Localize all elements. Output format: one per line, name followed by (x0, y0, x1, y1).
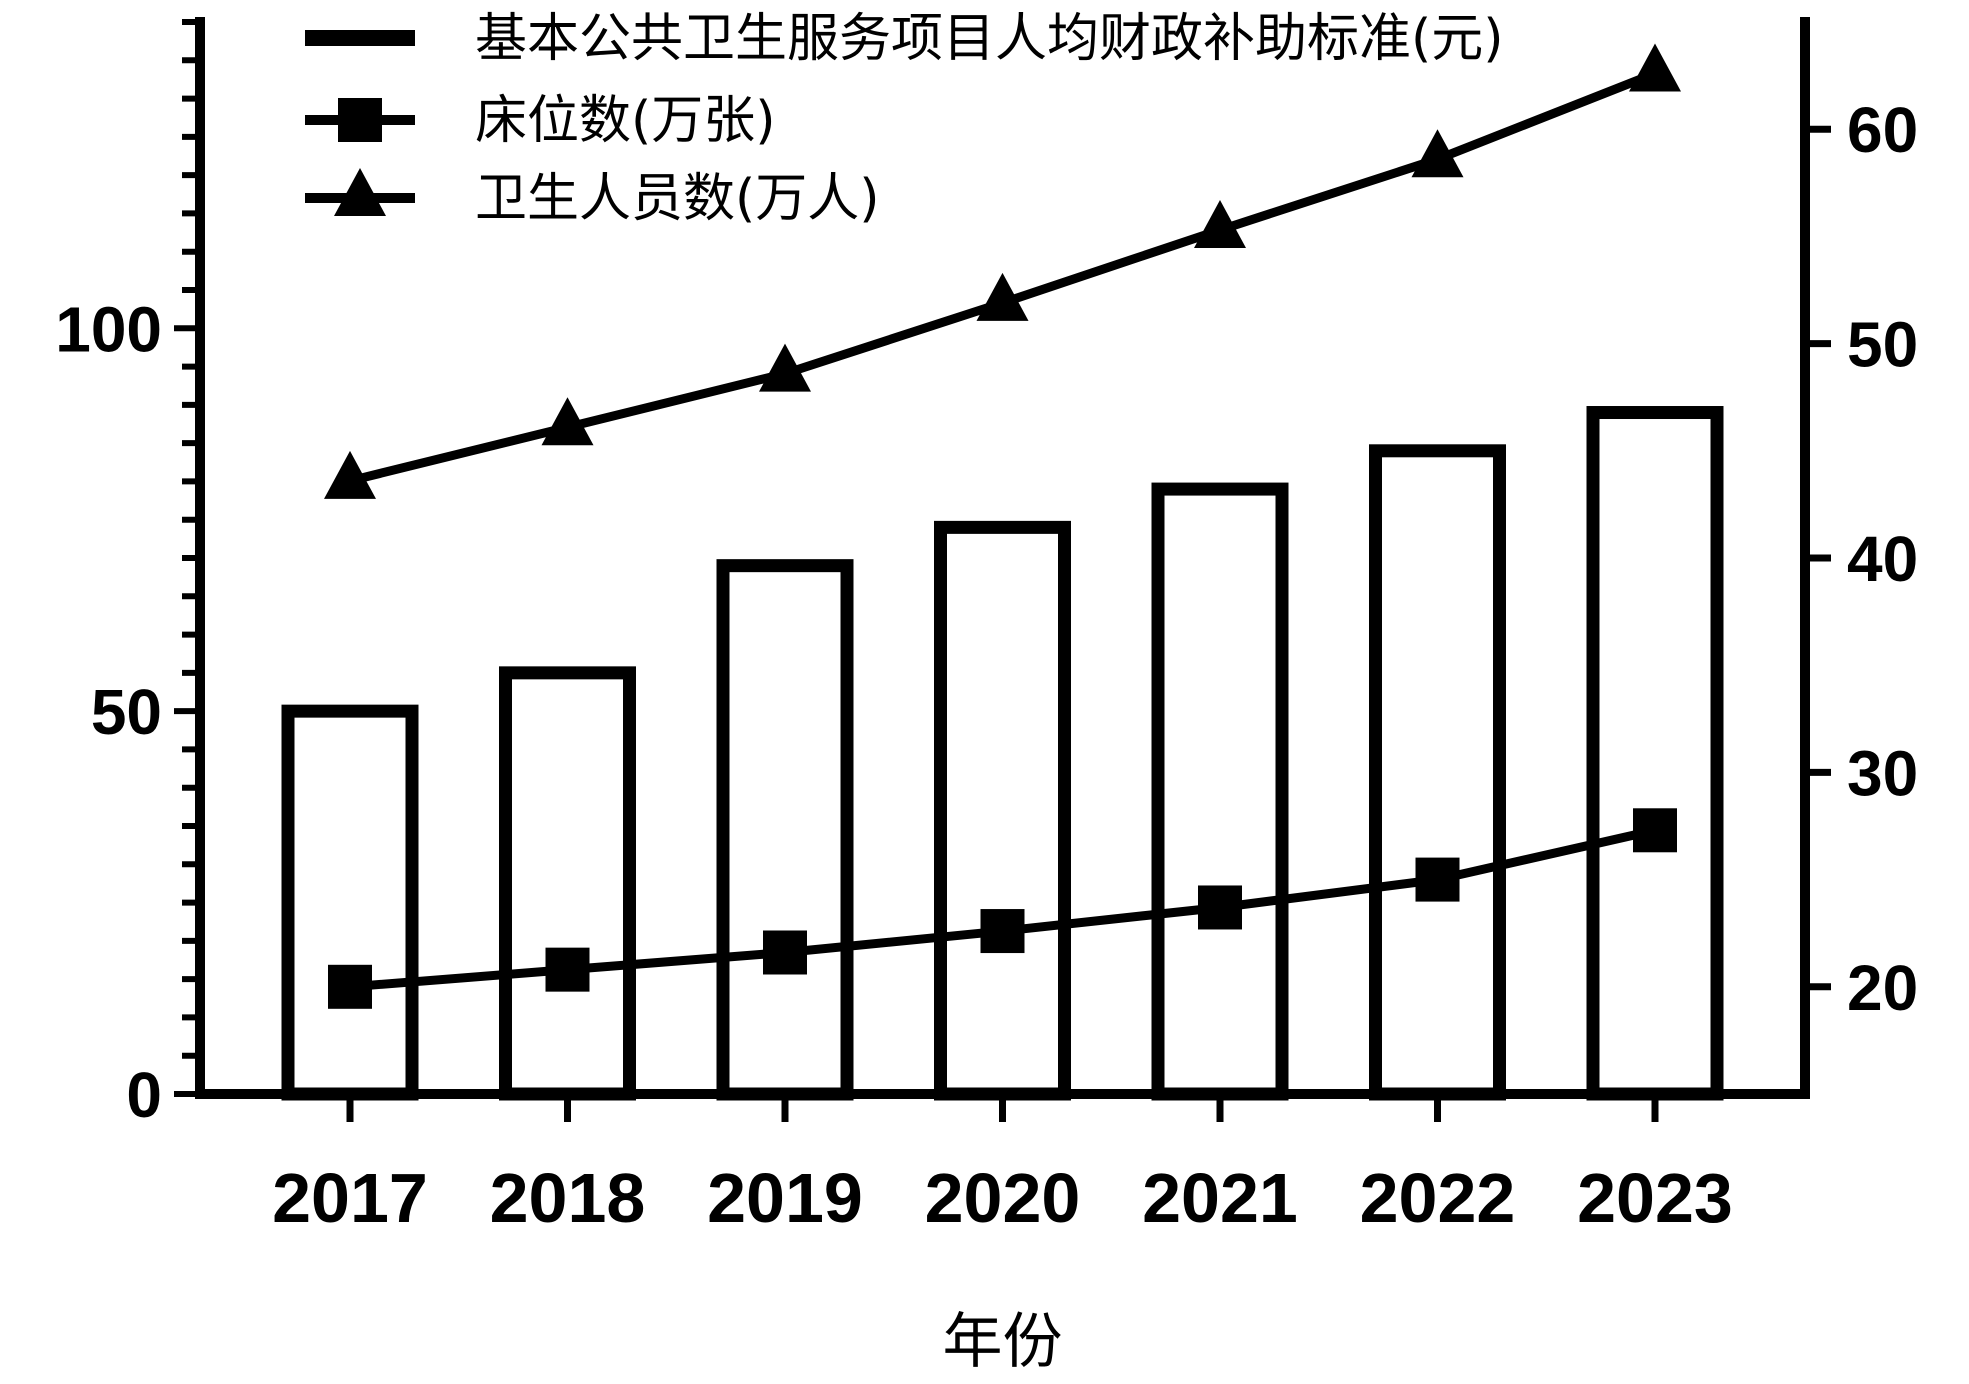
square-marker (1633, 808, 1677, 853)
legend-item: 基本公共卫生服务项目人均财政补助标准(元) (305, 9, 1504, 69)
triangle-marker (1194, 199, 1246, 248)
x-tick-label: 2018 (490, 1159, 646, 1237)
triangle-marker (334, 168, 386, 216)
bar (281, 704, 419, 1101)
triangle-marker (541, 397, 594, 446)
bar (499, 666, 636, 1101)
y2-tick-label: 30 (1847, 737, 1918, 809)
y-tick-label: 100 (55, 293, 162, 365)
square-marker (1198, 885, 1242, 930)
bar-series (281, 406, 1724, 1101)
y2-tick-label: 40 (1847, 523, 1918, 595)
legend-label: 基本公共卫生服务项目人均财政补助标准(元) (475, 9, 1504, 69)
y-tick-label: 50 (91, 676, 162, 748)
bar (1369, 444, 1506, 1101)
triangle-marker (324, 450, 376, 499)
y2-tick-label: 60 (1847, 94, 1918, 166)
series-triangle (324, 43, 1681, 499)
x-tick-label: 2022 (1360, 1159, 1516, 1237)
series-square (328, 808, 1677, 1009)
square-marker (545, 947, 590, 992)
x-tick-label: 2021 (1142, 1159, 1298, 1237)
square-marker (1415, 857, 1460, 902)
square-marker (328, 964, 372, 1009)
legend-swatch (305, 30, 415, 46)
legend: 基本公共卫生服务项目人均财政补助标准(元) 床位数(万张) 卫生人员数(万人) (305, 9, 1504, 229)
x-axis-title: 年份 (943, 1307, 1063, 1377)
triangle-marker (976, 272, 1029, 321)
y2-tick-label: 50 (1847, 309, 1918, 381)
bar (934, 520, 1071, 1101)
y-tick-label: 0 (126, 1059, 162, 1131)
x-tick-label: 2020 (925, 1159, 1081, 1237)
square-marker (763, 930, 807, 975)
y2-tick-label: 20 (1847, 952, 1918, 1024)
square-marker (980, 909, 1025, 954)
square-marker (338, 98, 382, 142)
bar (1586, 406, 1724, 1101)
triangle-marker (759, 343, 811, 392)
x-tick-label: 2019 (707, 1159, 863, 1237)
legend-item: 床位数(万张) (305, 91, 776, 151)
legend-label: 床位数(万张) (475, 91, 776, 151)
triangle-marker (1411, 129, 1464, 178)
legend-label: 卫生人员数(万人) (475, 169, 880, 229)
x-tick-label: 2023 (1577, 1159, 1733, 1237)
line-series (324, 43, 1681, 1009)
x-tick-label: 2017 (272, 1159, 428, 1237)
bar (716, 559, 854, 1101)
bar (1151, 482, 1289, 1101)
triangle-marker (1629, 43, 1681, 92)
axes: 0 50 100 20 30 40 50 60 2017 2018 2019 2020 2021 2022… (55, 17, 1918, 1237)
legend-item: 卫生人员数(万人) (305, 168, 880, 229)
